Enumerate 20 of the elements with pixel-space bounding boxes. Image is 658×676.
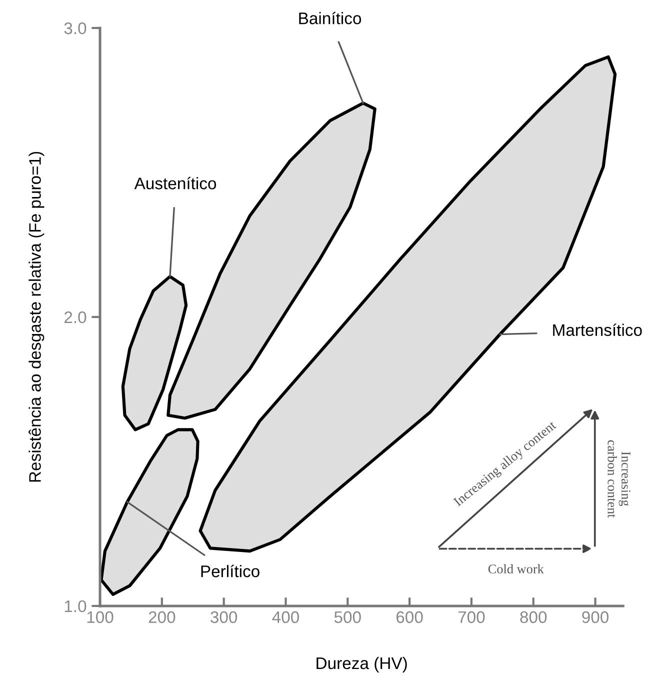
annotation: Cold work (488, 564, 544, 574)
y-tick-label: 3.0 (64, 22, 86, 34)
x-tick-label: 200 (148, 611, 176, 624)
x-tick-label: 100 (87, 611, 114, 624)
y-axis-title: Resistência ao desgaste relativa (Fe puro=1) (28, 152, 44, 482)
x-tick-label: 900 (582, 611, 609, 624)
text: Perlítico (201, 564, 260, 578)
text: Austenítico (134, 176, 216, 190)
y-tick-label: 2.0 (64, 311, 86, 324)
series-label: Martensítico (553, 324, 642, 336)
text: Bainítico (299, 12, 362, 24)
y-tick-label: 1.0 (64, 600, 86, 612)
x-tick-label: 500 (334, 611, 361, 624)
x-tick-label: 400 (272, 611, 299, 624)
x-tick-label: 300 (210, 611, 238, 624)
x-tick-label: 600 (396, 611, 423, 624)
x-axis-title: Dureza (HV) (316, 656, 407, 672)
x-tick-label: 700 (458, 611, 485, 624)
annotation: Increasing carbon content (608, 440, 630, 518)
x-tick-label: 800 (520, 611, 547, 624)
